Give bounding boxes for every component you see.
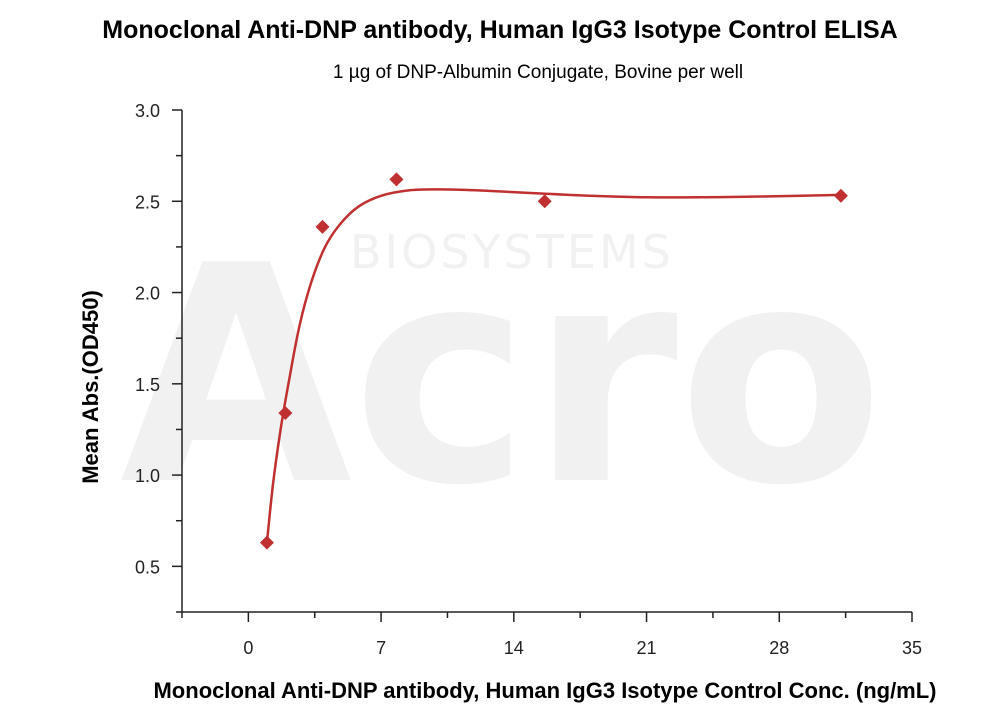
data-points (259, 172, 848, 550)
data-point-marker (537, 194, 552, 209)
data-point-marker (389, 172, 404, 187)
data-point-marker (278, 406, 293, 421)
data-point-marker (259, 535, 274, 550)
y-tick-label: 2.0 (135, 284, 160, 304)
watermark-biosystems: BIOSYSTEMS (350, 225, 674, 279)
x-tick-label: 0 (243, 638, 253, 658)
y-axis-title: Mean Abs.(OD450) (78, 290, 103, 484)
chart-title: Monoclonal Anti-DNP antibody, Human IgG3… (102, 16, 898, 44)
y-tick-label: 2.5 (135, 192, 160, 212)
y-tick-label: 3.0 (135, 101, 160, 121)
x-tick-label: 21 (637, 638, 657, 658)
x-tick-label: 7 (376, 638, 386, 658)
data-point-marker (833, 188, 848, 203)
watermark-acro: Acro (120, 202, 884, 551)
fit-curve (265, 188, 841, 543)
y-tick-label: 0.5 (135, 557, 160, 577)
data-point-marker (315, 219, 330, 234)
watermark: Acro BIOSYSTEMS (120, 202, 884, 551)
chart-subtitle: 1 µg of DNP-Albumin Conjugate, Bovine pe… (332, 62, 744, 83)
x-tick-label: 14 (504, 638, 524, 658)
tick-labels: 0 7 14 21 28 35 0.5 1.0 1.5 2.0 2.5 3.0 (135, 101, 922, 658)
axes (172, 109, 913, 622)
x-axis-title: Monoclonal Anti-DNP antibody, Human IgG3… (153, 678, 936, 703)
y-tick-label: 1.0 (135, 466, 160, 486)
x-tick-label: 35 (902, 638, 922, 658)
x-tick-label: 28 (769, 638, 789, 658)
y-tick-label: 1.5 (135, 375, 160, 395)
